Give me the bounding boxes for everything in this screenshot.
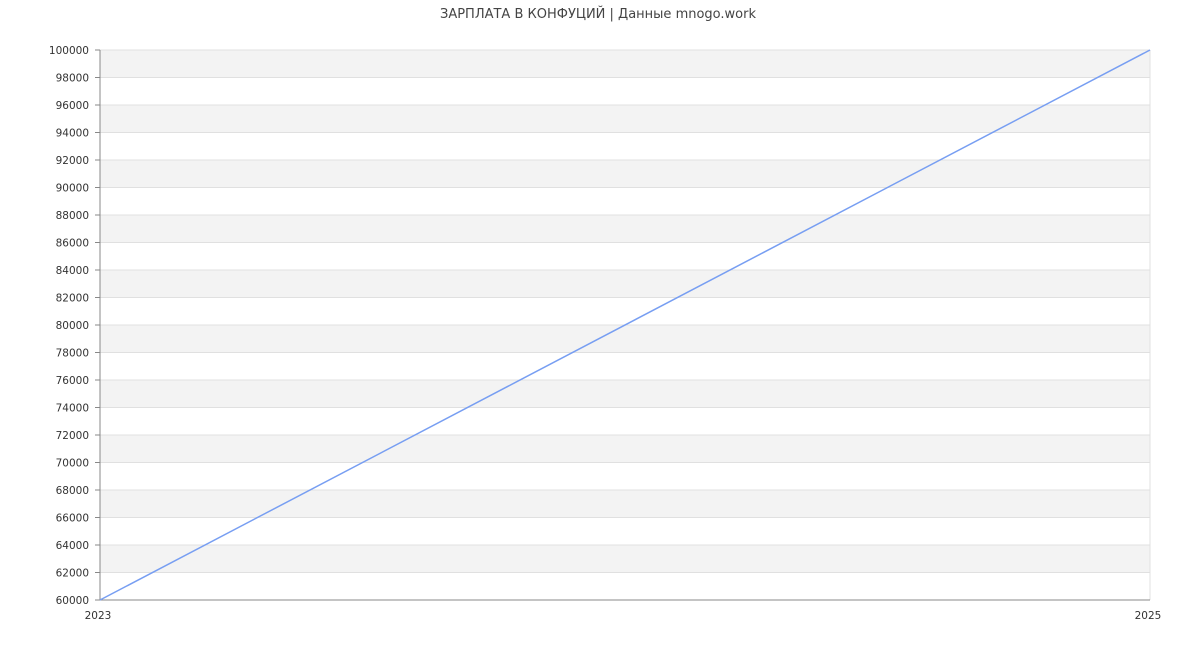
grid-band: [100, 77, 1150, 105]
grid-band: [100, 50, 1150, 78]
grid-band: [100, 325, 1150, 353]
grid-band: [100, 517, 1150, 545]
grid-band: [100, 462, 1150, 490]
grid-band: [100, 105, 1150, 133]
y-tick-label: 96000: [56, 100, 89, 112]
grid-band: [100, 132, 1150, 160]
y-tick-label: 62000: [56, 568, 89, 580]
y-tick-label: 98000: [56, 73, 89, 85]
chart-title: ЗАРПЛАТА В КОНФУЦИЙ | Данные mnogo.work: [440, 6, 756, 22]
grid-band: [100, 490, 1150, 518]
grid-band: [100, 380, 1150, 408]
grid-band: [100, 160, 1150, 188]
x-tick-label: 2025: [1135, 610, 1162, 622]
grid-band: [100, 545, 1150, 573]
grid-band: [100, 242, 1150, 270]
grid-band: [100, 187, 1150, 215]
x-tick-label: 2023: [85, 610, 112, 622]
y-tick-label: 86000: [56, 238, 89, 250]
y-tick-label: 100000: [49, 45, 89, 57]
y-tick-label: 76000: [56, 375, 89, 387]
grid-band: [100, 435, 1150, 463]
grid-band: [100, 215, 1150, 243]
grid-band: [100, 572, 1150, 600]
y-tick-label: 82000: [56, 293, 89, 305]
grid-band: [100, 297, 1150, 325]
y-tick-label: 90000: [56, 183, 89, 195]
y-tick-label: 80000: [56, 320, 89, 332]
y-tick-label: 94000: [56, 128, 89, 140]
y-tick-label: 92000: [56, 155, 89, 167]
y-tick-label: 68000: [56, 485, 89, 497]
grid-band: [100, 352, 1150, 380]
y-tick-label: 70000: [56, 458, 89, 470]
y-tick-label: 84000: [56, 265, 89, 277]
y-tick-label: 72000: [56, 430, 89, 442]
y-tick-label: 66000: [56, 513, 89, 525]
y-tick-label: 74000: [56, 403, 89, 415]
grid-band: [100, 270, 1150, 298]
y-tick-label: 88000: [56, 210, 89, 222]
grid-band: [100, 407, 1150, 435]
y-tick-label: 78000: [56, 348, 89, 360]
series-line: [99, 49, 1151, 601]
y-tick-label: 60000: [56, 595, 89, 607]
y-tick-label: 64000: [56, 540, 89, 552]
